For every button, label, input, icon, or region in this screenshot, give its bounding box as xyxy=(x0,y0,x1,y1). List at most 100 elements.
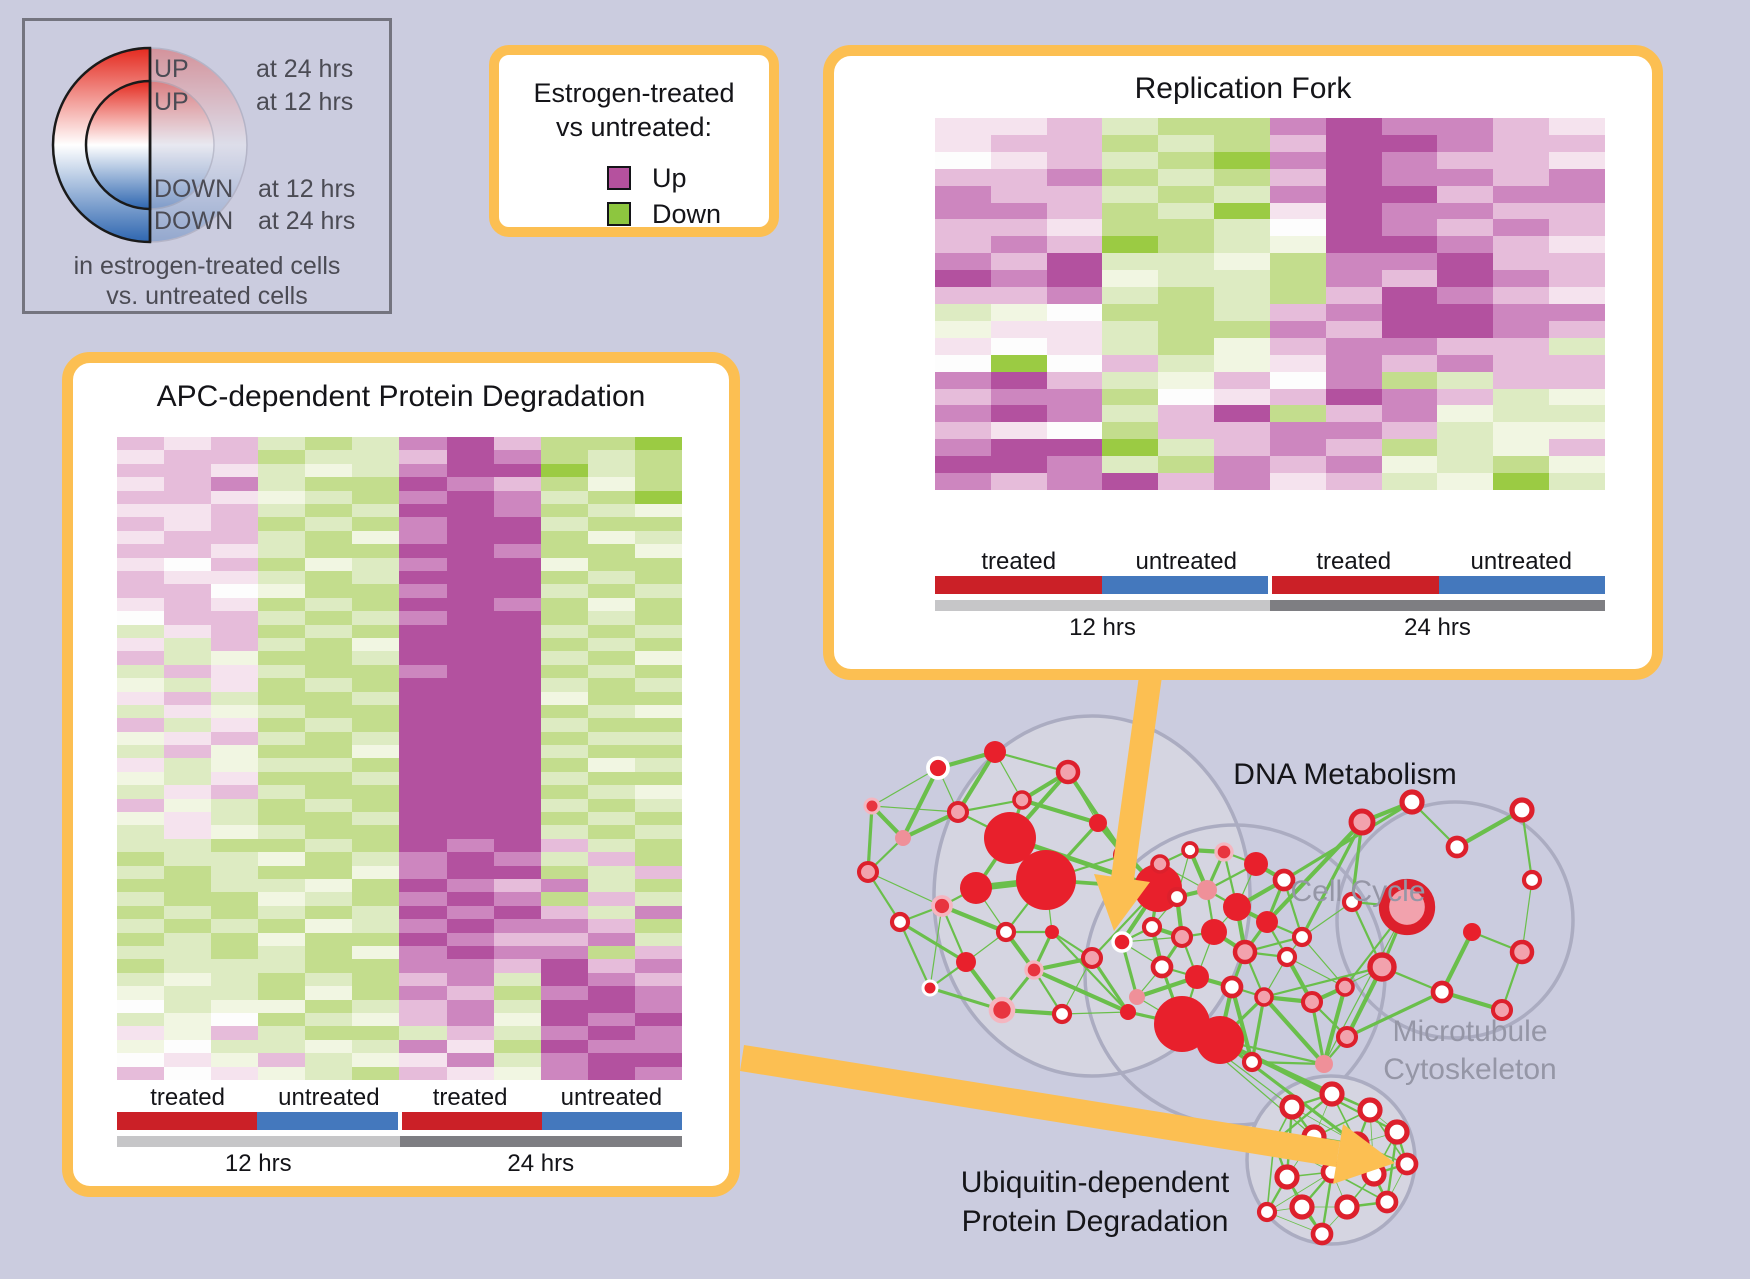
heatmap-cell xyxy=(540,530,588,545)
heatmap-cell xyxy=(1158,337,1215,355)
network-node xyxy=(1315,1055,1333,1073)
heatmap-cell xyxy=(211,544,259,558)
heatmap-cell xyxy=(540,664,588,679)
group-label: untreated xyxy=(1135,548,1237,575)
heatmap-cell xyxy=(1214,151,1270,169)
heatmap-cell xyxy=(1437,473,1494,490)
heatmap-cell xyxy=(1269,473,1326,490)
heatmap-cell xyxy=(1158,270,1215,288)
heatmap-cell xyxy=(1046,456,1103,474)
heatmap-cell xyxy=(211,718,259,732)
heatmap-cell xyxy=(164,771,212,786)
heatmap-cell xyxy=(258,771,306,786)
heatmap-cell xyxy=(1549,388,1605,406)
heatmap-cell xyxy=(540,691,588,705)
cluster-circle-microtubule xyxy=(1335,800,1575,1040)
heatmap-cell xyxy=(1269,320,1326,338)
heatmap-cell xyxy=(1325,253,1382,271)
heatmap-cell xyxy=(117,892,165,906)
heatmap-cell xyxy=(117,678,165,692)
heatmap-cell xyxy=(164,959,212,973)
heatmap-cell xyxy=(399,758,447,772)
heatmap-cell xyxy=(211,986,259,1000)
heatmap-cell xyxy=(211,865,259,880)
network-edge xyxy=(1229,986,1255,1063)
network-edge xyxy=(871,805,959,813)
heatmap-cell xyxy=(587,1039,635,1054)
heatmap-cell xyxy=(540,892,588,906)
heatmap-cell xyxy=(399,477,447,491)
heatmap-cell xyxy=(540,758,588,772)
heatmap-cell xyxy=(164,865,212,880)
heatmap-cell xyxy=(1549,287,1605,304)
heatmap-cell xyxy=(1437,337,1494,355)
heatmap-cell xyxy=(1269,270,1326,288)
heatmap-cell xyxy=(164,718,212,732)
heatmap-cell xyxy=(493,865,541,880)
heatmap-cell xyxy=(258,758,306,772)
heatmap-cell xyxy=(117,691,165,705)
heatmap-cell xyxy=(1046,253,1103,271)
heatmap-cell xyxy=(1437,219,1494,237)
heatmap-cell xyxy=(587,1053,635,1067)
heatmap-cell xyxy=(399,825,447,839)
heatmap-cell xyxy=(399,879,447,893)
heatmap-cell xyxy=(446,597,494,612)
heatmap-cell xyxy=(258,1013,306,1027)
heatmap-cell xyxy=(446,503,494,518)
heatmap-cell xyxy=(258,637,306,652)
heatmap-cell xyxy=(1325,236,1382,254)
network-edge xyxy=(1265,820,1364,924)
heatmap-cell xyxy=(990,287,1047,304)
heatmap-cell xyxy=(935,473,991,490)
heatmap-cell xyxy=(1437,439,1494,457)
heatmap-cell xyxy=(352,503,400,518)
heatmap-cell xyxy=(164,986,212,1000)
heatmap-cell xyxy=(990,236,1047,254)
network-node xyxy=(1384,1119,1410,1145)
heatmap-cell xyxy=(446,972,494,987)
heatmap-cell xyxy=(352,544,400,558)
network-edge xyxy=(956,750,997,814)
heatmap-cell xyxy=(258,691,306,705)
time-label: 24 hrs xyxy=(507,1150,575,1177)
network-node xyxy=(1521,869,1543,891)
heatmap-cell xyxy=(990,151,1047,169)
heatmap-cell xyxy=(587,490,635,504)
heatmap-cell xyxy=(352,691,400,705)
network-node xyxy=(889,911,911,933)
heatmap-cell xyxy=(211,959,259,973)
heatmap-cell xyxy=(1493,185,1550,203)
heatmap-cell xyxy=(1381,185,1438,203)
heatmap-cell xyxy=(399,731,447,746)
heatmap-cell xyxy=(399,959,447,973)
heatmap-cell xyxy=(634,557,682,571)
heatmap-cell xyxy=(1549,337,1605,355)
network-edge xyxy=(1219,1039,1371,1111)
heatmap-cell xyxy=(305,959,353,973)
heatmap-cell xyxy=(540,946,588,960)
heatmap-cell xyxy=(1437,303,1494,321)
heatmap-cell xyxy=(1269,236,1326,254)
heatmap-cell xyxy=(935,439,991,457)
network-edge xyxy=(899,920,967,964)
heatmap-cell xyxy=(1325,287,1382,304)
heatmap-cell xyxy=(587,919,635,933)
heatmap-cell xyxy=(352,879,400,893)
network-edge xyxy=(994,750,1069,774)
inner-ring-left-half xyxy=(84,79,152,211)
heatmap-cell xyxy=(211,758,259,772)
heatmap-cell xyxy=(1046,236,1103,254)
heatmap-cell xyxy=(1102,202,1159,220)
heatmap-cell xyxy=(1549,202,1605,220)
heatmap-cell xyxy=(990,185,1047,203)
heatmap-cell xyxy=(1549,354,1605,372)
down-swatch xyxy=(607,202,631,226)
heatmap-cell xyxy=(258,490,306,504)
heatmap-cell xyxy=(1102,134,1159,152)
heatmap-cell xyxy=(446,731,494,746)
heatmap-cell xyxy=(935,118,991,135)
cluster-label: Microtubule xyxy=(1392,1015,1548,1048)
heatmap-cell xyxy=(446,1039,494,1054)
heatmap-cell xyxy=(211,1066,259,1080)
